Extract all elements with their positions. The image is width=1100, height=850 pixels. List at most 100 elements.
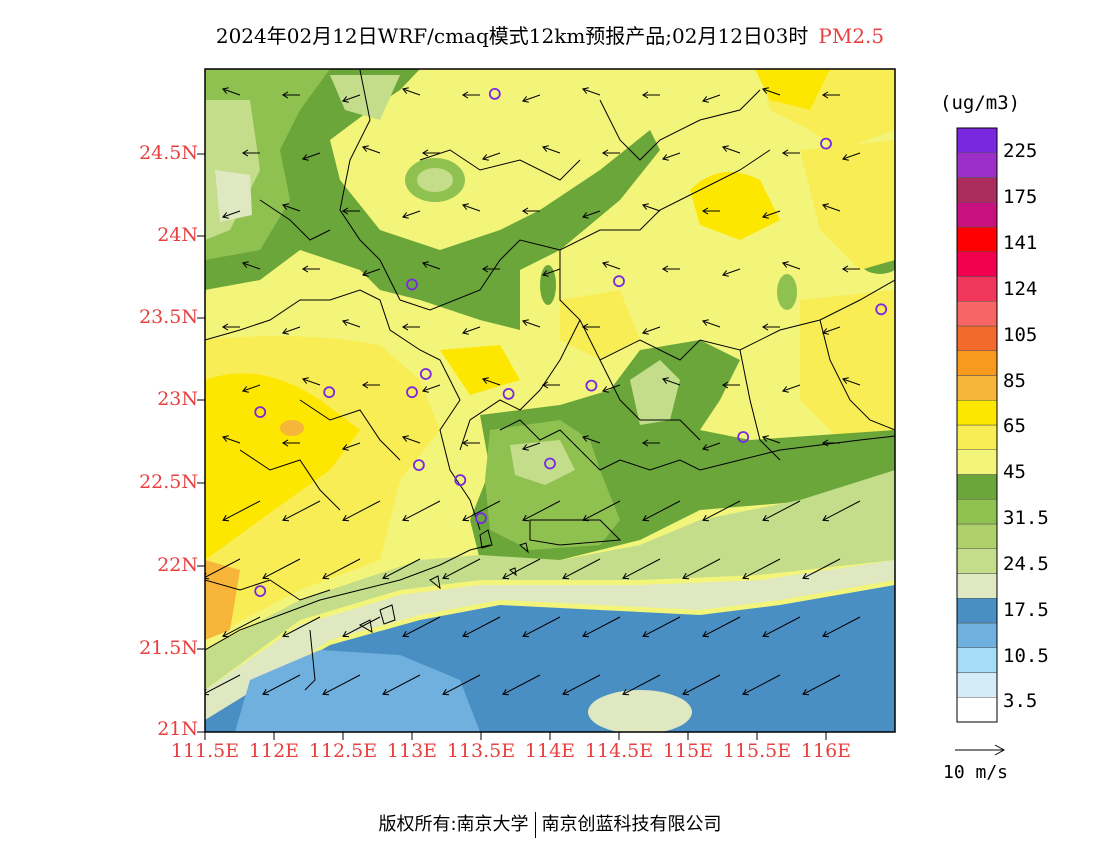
wind-arrowhead xyxy=(661,154,669,161)
colorbar-swatch xyxy=(956,622,998,648)
wind-arrowhead xyxy=(802,688,810,696)
wind-arrow xyxy=(762,210,781,218)
wind-arrow xyxy=(622,674,661,695)
wind-arrow xyxy=(642,616,681,637)
wind-arrowhead xyxy=(601,386,609,393)
wind-arrow xyxy=(482,378,501,386)
colorbar-swatch xyxy=(956,474,998,500)
station-marker xyxy=(488,88,501,100)
wind-arrow xyxy=(282,204,301,212)
wind-arrowhead xyxy=(601,261,609,268)
footer-left: 版权所有:南京大学 xyxy=(378,814,529,835)
wind-arrowhead xyxy=(581,87,589,94)
wind-arrow xyxy=(662,378,681,386)
wind-arrow xyxy=(522,500,561,521)
station-marker xyxy=(406,278,418,291)
wind-arrowhead xyxy=(701,444,709,451)
colorbar-label: 175 xyxy=(1003,186,1038,208)
wind-arrowhead xyxy=(462,514,470,522)
wind-arrow xyxy=(802,674,841,695)
wind-arrow xyxy=(442,674,481,695)
lon-label: 114.5E xyxy=(584,740,654,762)
colorbar-swatch xyxy=(956,449,998,475)
wind-arrow xyxy=(402,88,421,96)
colorbar-swatch xyxy=(956,177,998,203)
monitoring-stations xyxy=(254,88,888,597)
wind-arrowhead xyxy=(641,91,649,99)
wind-arrow xyxy=(342,320,361,328)
lon-label: 115.5E xyxy=(722,740,792,762)
wind-arrow xyxy=(762,616,801,637)
wind-arrowhead xyxy=(562,572,570,580)
colorbar-label: 124 xyxy=(1003,278,1038,300)
wind-arrow xyxy=(542,146,561,154)
lon-label: 113E xyxy=(386,740,438,762)
wind-arrow xyxy=(602,384,621,392)
wind-arrow xyxy=(782,262,801,270)
colorbar-label: 225 xyxy=(1003,140,1038,162)
wind-arrowhead xyxy=(301,265,309,273)
wind-arrowhead xyxy=(521,444,529,451)
wind-arrowhead xyxy=(382,688,390,696)
wind-arrowhead xyxy=(781,386,789,393)
colorbar-swatch xyxy=(956,647,998,673)
lon-label: 113.5E xyxy=(446,740,516,762)
wind-arrowhead xyxy=(461,203,469,210)
wind-arrow xyxy=(462,616,501,637)
wind-arrow xyxy=(722,146,741,154)
wind-arrowhead xyxy=(841,377,849,384)
wind-arrowhead xyxy=(262,572,270,580)
wind-arrowhead xyxy=(641,439,649,447)
wind-arrowhead xyxy=(522,514,530,522)
wind-arrowhead xyxy=(541,145,549,152)
station-marker xyxy=(544,457,556,470)
wind-arrowhead xyxy=(401,87,409,94)
wind-arrowhead xyxy=(281,91,289,99)
wind-arrowhead xyxy=(341,207,349,215)
colorbar-swatch xyxy=(956,523,998,549)
station-marker xyxy=(737,431,750,443)
wind-arrowhead xyxy=(401,212,409,219)
wind-arrowhead xyxy=(541,381,549,389)
wind-arrow xyxy=(842,378,861,386)
wind-arrowhead xyxy=(241,386,249,393)
wind-arrowhead xyxy=(762,514,770,522)
wind-arrow xyxy=(522,442,541,450)
wind-arrow xyxy=(582,616,621,637)
wind-arrowhead xyxy=(221,323,229,331)
lat-label: 22.5N xyxy=(139,471,198,493)
wind-arrowhead xyxy=(721,381,729,389)
wind-arrowhead xyxy=(702,630,710,638)
wind-arrow xyxy=(522,320,541,328)
wind-arrowhead xyxy=(241,261,249,268)
wind-arrow xyxy=(762,500,801,521)
colorbar-label: 17.5 xyxy=(1003,599,1049,621)
footer-separator xyxy=(534,812,536,838)
wind-arrow xyxy=(702,94,721,102)
wind-arrowhead xyxy=(601,149,609,157)
wind-arrow xyxy=(522,94,541,102)
wind-arrowhead xyxy=(761,435,769,442)
colorbar-swatch xyxy=(956,672,998,698)
wind-arrowhead xyxy=(641,203,649,210)
wind-arrow xyxy=(642,326,661,334)
wind-arrow xyxy=(222,616,261,637)
station-marker xyxy=(406,386,418,399)
wind-arrow xyxy=(482,152,501,160)
wind-arrowhead xyxy=(822,630,830,638)
wind-arrowhead xyxy=(721,145,729,152)
station-marker xyxy=(613,275,625,288)
wind-arrow xyxy=(442,558,481,579)
wind-arrow xyxy=(362,146,381,154)
wind-arrowhead xyxy=(622,572,630,580)
wind-arrow xyxy=(282,326,301,334)
wind-arrowhead xyxy=(281,203,289,210)
wind-arrowhead xyxy=(841,265,849,273)
colorbar-swatch xyxy=(956,548,998,574)
wind-arrowhead xyxy=(442,572,450,580)
wind-arrow xyxy=(262,674,301,695)
title-main: 2024年02月12日WRF/cmaq模式12km预报产品;02月12日03时 xyxy=(215,24,809,48)
wind-arrowhead xyxy=(481,377,489,384)
lat-label: 22N xyxy=(157,554,198,576)
colorbar-swatch xyxy=(956,424,998,450)
